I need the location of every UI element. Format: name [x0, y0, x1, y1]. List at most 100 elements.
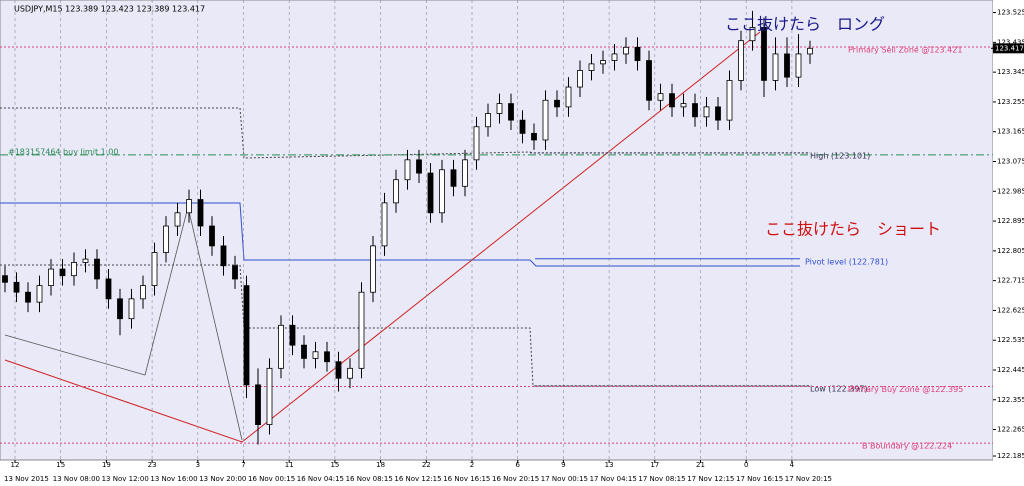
- candle-body: [634, 46, 641, 61]
- candle-body: [163, 225, 169, 253]
- candle-body: [117, 298, 123, 320]
- date-label: 16 Nov 04:15: [297, 475, 344, 483]
- candle-body: [531, 132, 537, 141]
- y-tick-label: 123.255: [997, 98, 1024, 106]
- candle-body: [738, 40, 744, 81]
- y-tick-label: 122.185: [997, 452, 1024, 460]
- candle-body: [232, 265, 238, 280]
- candles: [2, 10, 813, 445]
- x-tick-label: 3: [196, 461, 200, 469]
- level-label: Low (122.397): [810, 384, 868, 393]
- candle-body: [381, 202, 388, 247]
- candle-body: [220, 245, 227, 267]
- candle-body: [416, 159, 422, 174]
- date-label: 17 Nov 04:15: [590, 475, 637, 483]
- candle-body: [784, 53, 790, 78]
- y-tick-label: 122.985: [997, 187, 1024, 195]
- date-label: 16 Nov 08:15: [346, 475, 393, 483]
- candle-body: [25, 291, 31, 303]
- x-tick-label: 4: [790, 461, 795, 469]
- x-tick-label: 2: [470, 461, 474, 469]
- candle-body: [278, 324, 284, 369]
- candle-body: [508, 103, 514, 121]
- x-tick-label: 11: [285, 461, 294, 469]
- candle-body: [600, 60, 606, 65]
- candle-body: [82, 258, 89, 263]
- y-tick-label: 122.715: [997, 277, 1024, 285]
- candle-body: [174, 212, 181, 227]
- candle-body: [209, 225, 215, 247]
- levels: Primary Sell Zone @123.421 #183157464 buy…: [0, 45, 993, 451]
- candle-body: [588, 63, 595, 71]
- annotation: ここ抜けたら ショート: [765, 220, 941, 239]
- y-tick-label: 123.435: [997, 38, 1024, 46]
- level-label: B Boundary @122.224: [862, 442, 952, 451]
- x-tick-label: 18: [376, 461, 385, 469]
- candle-body: [13, 281, 20, 293]
- date-label: 17 Nov 08:15: [638, 475, 685, 483]
- candle-body: [473, 126, 480, 161]
- x-tick-label: 7: [241, 461, 245, 469]
- y-tick-label: 123.075: [997, 157, 1024, 165]
- axis: 123.525 123.435 123.345 123.255 123.165 123.0…: [4, 9, 1024, 483]
- candle-body: [772, 53, 779, 81]
- candle-body: [439, 169, 445, 214]
- candle-body: [312, 351, 319, 359]
- x-tick-label: 23: [148, 461, 157, 469]
- x-tick-label: 19: [102, 461, 111, 469]
- x-tick-label: 13: [605, 461, 614, 469]
- candle-body: [519, 119, 526, 134]
- candle-body: [611, 53, 618, 61]
- date-label: 17 Nov 00:15: [541, 475, 588, 483]
- candle-body: [151, 252, 158, 286]
- y-tick-label: 123.345: [997, 68, 1024, 76]
- date-label: 13 Nov 20:00: [199, 475, 246, 483]
- candle-body: [370, 245, 376, 293]
- x-tick-label: 15: [56, 461, 65, 469]
- candle-body: [140, 285, 146, 300]
- date-label: 16 Nov 20:15: [492, 475, 539, 483]
- x-tick-label: 9: [561, 461, 565, 469]
- y-tick-label: 122.265: [997, 426, 1024, 434]
- candle-body: [335, 361, 342, 379]
- date-label: 13 Nov 12:00: [102, 475, 149, 483]
- candle-body: [485, 113, 491, 128]
- candle-body: [358, 291, 365, 369]
- candle-body: [761, 27, 767, 81]
- candle-body: [715, 106, 721, 121]
- candle-body: [347, 367, 353, 379]
- candle-body: [542, 99, 549, 141]
- date-label: 16 Nov 12:15: [394, 475, 441, 483]
- candle-body: [289, 324, 296, 346]
- y-tick-label: 122.535: [997, 336, 1024, 344]
- date-label: 16 Nov 00:15: [248, 475, 295, 483]
- level-label: #183157464 buy limit 1.00: [8, 147, 118, 156]
- candle-body: [71, 262, 77, 277]
- candle-body: [48, 268, 54, 286]
- date-label: 17 Nov 12:15: [687, 475, 734, 483]
- x-tick-label: 22: [422, 461, 431, 469]
- candle-body: [680, 103, 687, 108]
- candle-body: [450, 169, 457, 187]
- candle-body: [243, 285, 250, 386]
- candle-body: [2, 275, 8, 283]
- candle-body: [197, 199, 204, 227]
- x-tick-label: 0: [744, 461, 748, 469]
- date-label: 13 Nov 08:00: [53, 475, 100, 483]
- y-tick-label: 122.355: [997, 396, 1024, 404]
- candle-body: [36, 285, 43, 303]
- candle-body: [301, 344, 307, 359]
- y-tick-label: 122.625: [997, 306, 1024, 314]
- current-price-label: 123.417: [995, 44, 1024, 52]
- candle-body: [623, 46, 629, 55]
- y-tick-label: 122.805: [997, 247, 1024, 255]
- y-tick-label: 123.525: [997, 9, 1024, 17]
- candle-body: [105, 278, 112, 300]
- date-label: 17 Nov 20:15: [785, 475, 832, 483]
- date-label: 13 Nov 16:00: [150, 475, 197, 483]
- level-label: High (123.101): [810, 151, 870, 160]
- y-tick-label: 123.165: [997, 128, 1024, 136]
- candle-body: [554, 99, 560, 108]
- level-label: Primary Sell Zone @123.421: [848, 45, 962, 54]
- level-label: Primary Buy Zone @122.395: [848, 385, 963, 394]
